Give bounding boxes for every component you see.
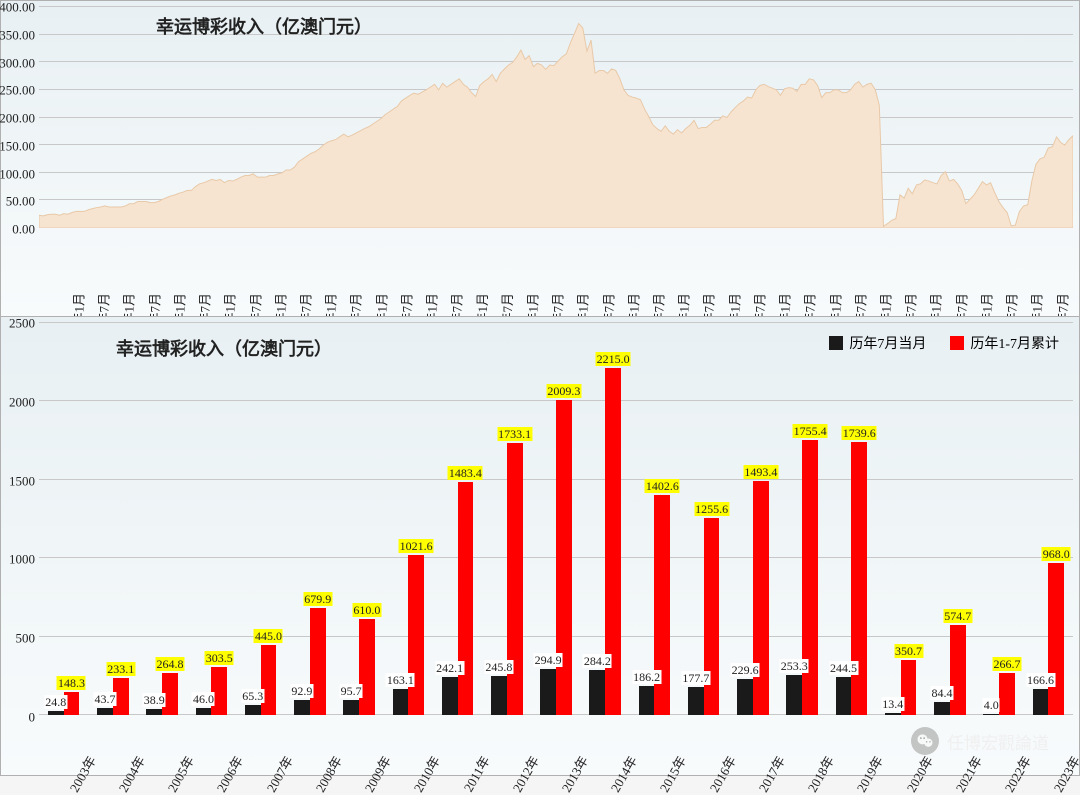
area-chart-xlabels: 2003年1月2003年7月2004年1月2004年7月2005年1月2005年…	[39, 230, 1073, 312]
xtick-label: 2006年	[211, 752, 247, 795]
xtick-label: 2014年	[605, 752, 641, 795]
ytick-label: 250.00	[0, 84, 35, 97]
ytick-label: 0.00	[0, 223, 35, 236]
bar-value-red: 303.5	[205, 651, 234, 665]
bar-value-black: 24.8	[44, 695, 67, 709]
legend-item-black: 历年7月当月	[829, 333, 926, 353]
bar-value-red: 264.8	[155, 657, 184, 671]
ytick-label: 0	[0, 711, 35, 724]
bar-value-black: 294.9	[534, 653, 563, 667]
area-chart-plot	[39, 7, 1073, 228]
legend-swatch	[950, 336, 964, 350]
xtick-label: 2004年	[113, 752, 149, 795]
bar-value-black: 177.7	[681, 671, 710, 685]
xtick-label: 2021年	[950, 752, 986, 795]
bar-value-black: 166.6	[1026, 673, 1055, 687]
ytick-label: 100.00	[0, 167, 35, 180]
xtick-label: 2011年	[458, 752, 494, 795]
legend-item-red: 历年1-7月累计	[950, 333, 1059, 353]
bar-value-red: 445.0	[254, 629, 283, 643]
bar-value-black: 244.5	[829, 661, 858, 675]
bar-value-red: 1402.6	[645, 479, 680, 493]
bar-value-black: 242.1	[435, 661, 464, 675]
xtick-label: 2009年	[359, 752, 395, 795]
ytick-label: 350.00	[0, 28, 35, 41]
legend-swatch	[829, 336, 843, 350]
legend-label: 历年7月当月	[849, 333, 926, 353]
area-chart-panel: 0.00 50.00 100.00 150.00 200.00 250.00 300.00 3…	[0, 0, 1080, 316]
bar-value-red: 233.1	[106, 662, 135, 676]
bar-value-red: 350.7	[894, 644, 923, 658]
ytick-label: 2500	[0, 317, 35, 330]
bar-value-black: 4.0	[983, 698, 1000, 712]
bar-value-red: 610.0	[352, 603, 381, 617]
ytick-label: 200.00	[0, 112, 35, 125]
bar-value-red: 148.3	[57, 676, 86, 690]
bar-value-red: 1733.1	[497, 427, 532, 441]
bar-value-red: 1739.6	[842, 426, 877, 440]
ytick-label: 400.00	[0, 1, 35, 14]
bar-value-red: 968.0	[1042, 547, 1071, 561]
bar-chart-title: 幸运博彩收入（亿澳门元）	[116, 335, 332, 361]
ytick-label: 150.00	[0, 139, 35, 152]
bar-value-black: 163.1	[386, 673, 415, 687]
bar-value-red: 574.7	[943, 609, 972, 623]
bar-value-black: 186.2	[632, 670, 661, 684]
xtick-label: 2010年	[408, 752, 444, 795]
xtick-label: 2008年	[310, 752, 346, 795]
xtick-label: 2015年	[654, 752, 690, 795]
ytick-label: 50.00	[0, 195, 35, 208]
bar-value-black: 13.4	[881, 697, 904, 711]
bar-value-red: 266.7	[993, 657, 1022, 671]
bar-value-black: 84.4	[931, 686, 954, 700]
bar-value-black: 284.2	[583, 654, 612, 668]
bar-value-black: 95.7	[340, 684, 363, 698]
bar-chart-value-labels: 24.8 148.3 43.7 233.1 38.9 264.8 46.0 303.5 65.3…	[39, 323, 1073, 715]
xtick-label: 2003年	[64, 752, 100, 795]
bar-value-black: 43.7	[93, 692, 116, 706]
ytick-label: 2000	[0, 395, 35, 408]
bar-value-red: 2009.3	[546, 384, 581, 398]
bar-value-black: 65.3	[241, 689, 264, 703]
xtick-label: 2023年	[1048, 752, 1080, 795]
area-chart-title: 幸运博彩收入（亿澳门元）	[156, 13, 372, 39]
xtick-label: 2020年	[901, 752, 937, 795]
legend-label: 历年1-7月累计	[970, 333, 1059, 353]
bar-value-red: 679.9	[303, 592, 332, 606]
area-path	[39, 7, 1073, 228]
bar-value-red: 1493.4	[743, 465, 778, 479]
bar-value-black: 46.0	[192, 692, 215, 706]
bar-value-red: 1483.4	[448, 466, 483, 480]
ytick-label: 500	[0, 632, 35, 645]
bar-value-black: 253.3	[780, 659, 809, 673]
bar-value-black: 38.9	[143, 693, 166, 707]
bar-chart-legend: 历年7月当月 历年1-7月累计	[829, 333, 1059, 353]
bar-value-red: 1255.6	[694, 502, 729, 516]
ytick-label: 300.00	[0, 56, 35, 69]
xtick-label: 2022年	[999, 752, 1035, 795]
bar-chart-plot: 24.8 148.3 43.7 233.1 38.9 264.8 46.0 303.5 65.3…	[39, 323, 1073, 715]
bar-value-red: 1755.4	[793, 424, 828, 438]
ytick-label: 1500	[0, 474, 35, 487]
bar-value-black: 92.9	[290, 684, 313, 698]
xtick-label: 2007年	[261, 752, 297, 795]
xtick-label: 2012年	[507, 752, 543, 795]
ytick-label: 1000	[0, 553, 35, 566]
xtick-label: 2016年	[704, 752, 740, 795]
xtick-label: 2018年	[802, 752, 838, 795]
bar-value-black: 245.8	[484, 660, 513, 674]
xtick-label: 2005年	[162, 752, 198, 795]
xtick-label: 2017年	[753, 752, 789, 795]
bar-value-red: 2215.0	[596, 352, 631, 366]
bar-chart-panel: 24.8 148.3 43.7 233.1 38.9 264.8 46.0 303.5 65.3…	[0, 316, 1080, 776]
xtick-label: 2019年	[851, 752, 887, 795]
xtick-label: 2013年	[556, 752, 592, 795]
bar-value-black: 229.6	[731, 663, 760, 677]
bar-chart-xlabels: 2003年2004年2005年2006年2007年2008年2009年2010年…	[39, 716, 1073, 771]
bar-value-red: 1021.6	[399, 539, 434, 553]
